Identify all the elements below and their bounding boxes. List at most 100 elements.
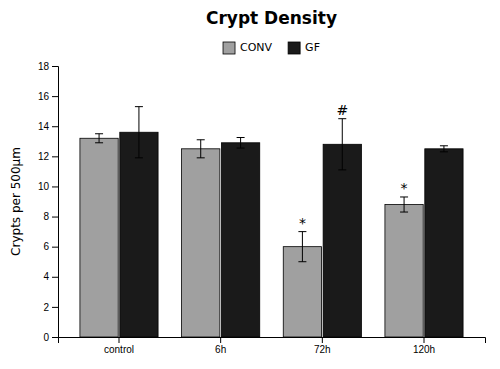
y-tick-mark bbox=[52, 217, 58, 218]
y-axis: 0 2 4 6 8 10 12 14 16 18 bbox=[38, 61, 59, 343]
y-tick-mark bbox=[52, 126, 58, 127]
legend: CONV GF bbox=[223, 41, 320, 54]
error-bar bbox=[440, 146, 448, 152]
y-tick-mark bbox=[52, 156, 58, 157]
marks bbox=[80, 107, 463, 337]
error-bar-line bbox=[240, 138, 241, 149]
y-tick: 4 bbox=[43, 271, 58, 282]
legend-item: GF bbox=[288, 41, 320, 54]
error-bar-cap bbox=[95, 142, 103, 143]
y-tick-label: 10 bbox=[38, 181, 50, 192]
error-bar-cap bbox=[197, 139, 205, 140]
bar bbox=[120, 132, 158, 337]
x-tick-label: control bbox=[104, 344, 134, 355]
y-tick-label: 2 bbox=[43, 302, 49, 313]
x-tick-mark bbox=[119, 337, 120, 343]
x-tick: 120h bbox=[413, 337, 435, 355]
y-tick-label: 16 bbox=[38, 91, 50, 102]
error-bar bbox=[237, 138, 245, 149]
y-tick-mark bbox=[52, 96, 58, 97]
error-bar-line bbox=[302, 232, 303, 262]
error-bar-line bbox=[443, 146, 444, 152]
y-tick: 8 bbox=[43, 211, 58, 222]
x-tick-label: 120h bbox=[413, 344, 435, 355]
error-bar bbox=[298, 232, 306, 262]
y-tick: 12 bbox=[38, 151, 58, 162]
y-tick: 6 bbox=[43, 241, 58, 252]
annotation: * bbox=[401, 180, 408, 196]
bar bbox=[221, 143, 259, 337]
error-bar-cap bbox=[237, 137, 245, 138]
error-bar-cap bbox=[135, 157, 143, 158]
error-bar-cap bbox=[95, 133, 103, 134]
y-tick-mark bbox=[52, 186, 58, 187]
error-bar bbox=[95, 134, 103, 143]
error-bar-cap bbox=[197, 157, 205, 158]
y-label: Crypts per 500µm bbox=[9, 147, 23, 256]
x-tick: 72h bbox=[314, 337, 331, 355]
y-tick-mark bbox=[52, 337, 58, 338]
error-bar-line bbox=[342, 119, 343, 170]
legend-label: GF bbox=[305, 41, 320, 54]
error-bar-cap bbox=[298, 231, 306, 232]
x-tick-mark bbox=[424, 337, 425, 343]
plot: 0 2 4 6 8 10 12 14 16 18 control 6h 72h 120h * * # bbox=[38, 61, 486, 355]
bar bbox=[80, 138, 118, 337]
error-bar-cap bbox=[298, 261, 306, 262]
x-tick-label: 6h bbox=[215, 344, 226, 355]
chart: 0 2 4 6 8 10 12 14 16 18 control 6h 72h 120h * * # Crypts… bbox=[0, 0, 500, 369]
y-tick-label: 14 bbox=[38, 121, 50, 132]
error-bar-cap bbox=[237, 148, 245, 149]
error-bar bbox=[338, 119, 346, 170]
bar bbox=[323, 144, 361, 337]
y-tick-mark bbox=[52, 247, 58, 248]
x-tick-mark bbox=[322, 337, 323, 343]
x-tick-label: 72h bbox=[314, 344, 331, 355]
y-tick: 18 bbox=[38, 61, 58, 72]
error-bar-line bbox=[138, 107, 139, 158]
error-bar-cap bbox=[400, 212, 408, 213]
legend-label: CONV bbox=[240, 41, 273, 54]
y-tick: 14 bbox=[38, 121, 58, 132]
legend-item: CONV bbox=[223, 41, 273, 54]
error-bar bbox=[197, 140, 205, 158]
x-tick: control bbox=[104, 337, 134, 355]
y-tick-mark bbox=[52, 277, 58, 278]
y-tick-mark bbox=[52, 307, 58, 308]
y-tick: 0 bbox=[43, 332, 58, 343]
error-bar bbox=[400, 197, 408, 212]
x-axis-line bbox=[59, 338, 486, 344]
error-bar-cap bbox=[135, 106, 143, 107]
error-bar-cap bbox=[400, 196, 408, 197]
error-bar-cap bbox=[338, 169, 346, 170]
error-bar-line bbox=[404, 197, 405, 212]
x-tick: 6h bbox=[215, 337, 226, 355]
annotations: * * # bbox=[299, 102, 408, 231]
bar-series bbox=[120, 107, 463, 337]
y-tick-label: 12 bbox=[38, 151, 50, 162]
y-tick-label: 8 bbox=[43, 211, 49, 222]
y-tick-label: 4 bbox=[43, 271, 49, 282]
y-tick-label: 0 bbox=[43, 332, 49, 343]
y-tick-mark bbox=[52, 66, 58, 67]
annotation: # bbox=[336, 102, 348, 118]
x-tick-mark bbox=[220, 337, 221, 343]
error-bar-line bbox=[200, 140, 201, 158]
legend-swatch bbox=[288, 42, 300, 54]
legend-swatch bbox=[223, 42, 235, 54]
y-tick: 2 bbox=[43, 302, 58, 313]
x-axis: control 6h 72h 120h bbox=[59, 337, 486, 355]
y-tick-label: 6 bbox=[43, 241, 49, 252]
bar bbox=[182, 149, 220, 337]
error-bar-cap bbox=[440, 151, 448, 152]
bar bbox=[425, 149, 463, 337]
error-bar-cap bbox=[338, 118, 346, 119]
y-tick-label: 18 bbox=[38, 61, 50, 72]
y-tick: 16 bbox=[38, 91, 58, 102]
annotation: * bbox=[299, 215, 306, 231]
y-tick: 10 bbox=[38, 181, 58, 192]
title: Crypt Density bbox=[206, 8, 337, 28]
error-bar-cap bbox=[440, 145, 448, 146]
bar bbox=[385, 205, 423, 337]
y-axis-line bbox=[52, 67, 59, 338]
